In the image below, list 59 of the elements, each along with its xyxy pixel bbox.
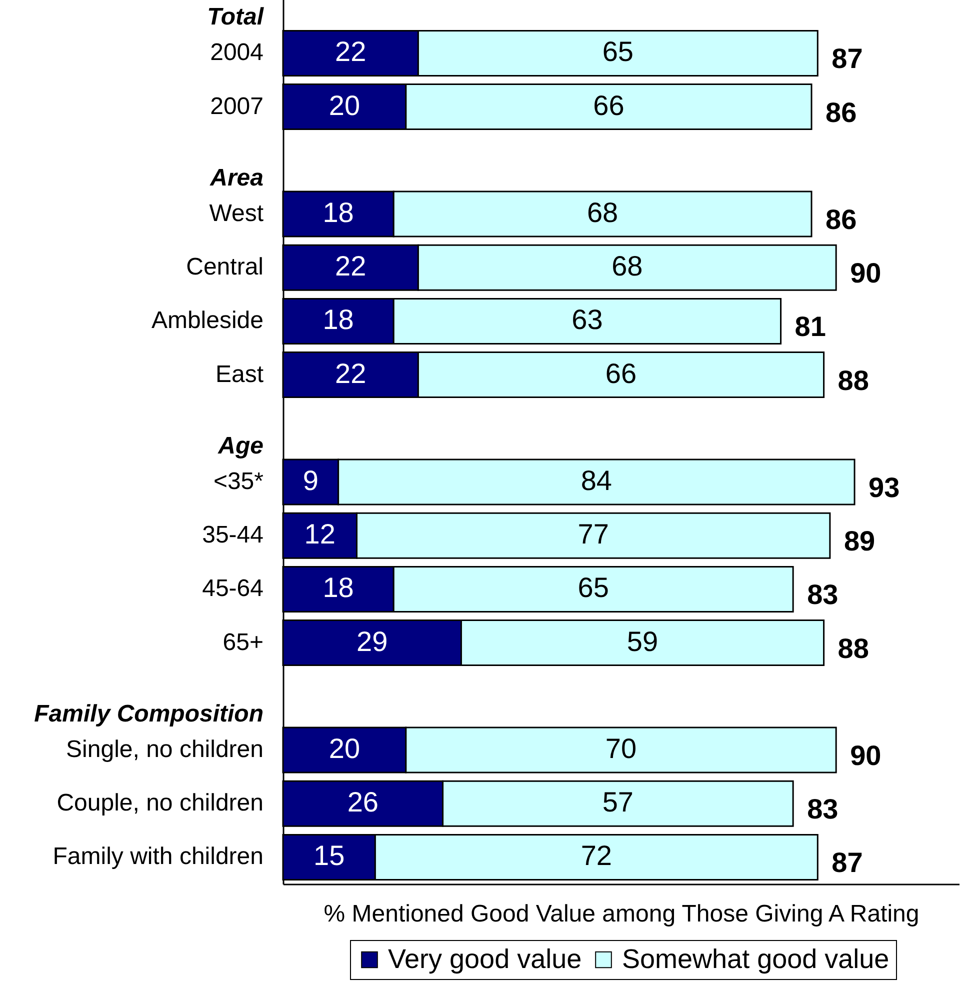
data-label: 63 xyxy=(572,304,603,336)
data-label: 72 xyxy=(580,840,612,872)
y-tick-label: Family with children xyxy=(52,843,264,870)
y-tick-label: 2004 xyxy=(210,39,264,66)
y-tick-label: Total xyxy=(207,4,265,31)
legend-label: Somewhat good value xyxy=(622,944,890,974)
total-label: 88 xyxy=(838,364,869,396)
data-label: 65 xyxy=(602,36,634,68)
y-tick-label: West xyxy=(209,200,264,227)
data-label: 18 xyxy=(322,304,354,336)
data-label: 22 xyxy=(335,36,366,68)
data-label: 59 xyxy=(626,626,658,657)
data-label: 57 xyxy=(602,786,634,818)
total-label: 90 xyxy=(850,740,882,771)
data-label: 22 xyxy=(335,250,366,282)
data-label: 22 xyxy=(335,358,366,389)
data-label: 15 xyxy=(314,840,345,872)
legend-label: Very good value xyxy=(388,944,582,974)
data-label: 18 xyxy=(322,197,354,228)
total-label: 88 xyxy=(838,632,869,664)
data-label: 12 xyxy=(304,518,336,550)
y-tick-label: Ambleside xyxy=(151,307,264,334)
y-tick-label: 65+ xyxy=(222,628,264,656)
x-axis-title: % Mentioned Good Value among Those Giving A Rating xyxy=(324,900,920,928)
total-label: 86 xyxy=(826,204,857,235)
data-label: 66 xyxy=(605,358,637,389)
data-label: 20 xyxy=(328,90,360,121)
data-label: 20 xyxy=(328,733,360,764)
y-tick-label: 35-44 xyxy=(202,522,264,549)
data-label: 18 xyxy=(322,572,354,604)
total-label: 93 xyxy=(868,472,900,503)
data-label: 70 xyxy=(605,733,637,764)
data-label: 29 xyxy=(356,626,388,657)
y-tick-label: Central xyxy=(186,254,264,281)
total-label: 87 xyxy=(832,43,863,74)
data-label: 68 xyxy=(586,197,618,228)
y-tick-label: East xyxy=(215,360,264,388)
total-label: 90 xyxy=(850,258,882,289)
total-label: 83 xyxy=(807,794,838,825)
y-tick-label: Area xyxy=(209,164,264,192)
total-label: 86 xyxy=(826,96,857,128)
data-label: 9 xyxy=(302,465,318,496)
y-tick-label: 2007 xyxy=(210,92,264,120)
y-tick-label: Couple, no children xyxy=(56,790,264,817)
data-label: 84 xyxy=(580,465,612,496)
y-tick-label: <35* xyxy=(213,468,264,495)
total-label: 89 xyxy=(844,526,876,557)
data-label: 77 xyxy=(578,518,609,550)
data-label: 66 xyxy=(593,90,624,121)
y-tick-label: Family Composition xyxy=(34,700,264,728)
y-tick-label: Single, no children xyxy=(66,736,264,763)
total-label: 83 xyxy=(807,579,838,610)
total-label: 81 xyxy=(794,311,826,342)
y-tick-label: Age xyxy=(217,432,264,460)
y-tick-label: 45-64 xyxy=(202,575,264,602)
data-label: 26 xyxy=(347,786,378,818)
total-label: 87 xyxy=(832,847,863,878)
data-label: 68 xyxy=(612,250,643,282)
data-label: 65 xyxy=(578,572,609,604)
